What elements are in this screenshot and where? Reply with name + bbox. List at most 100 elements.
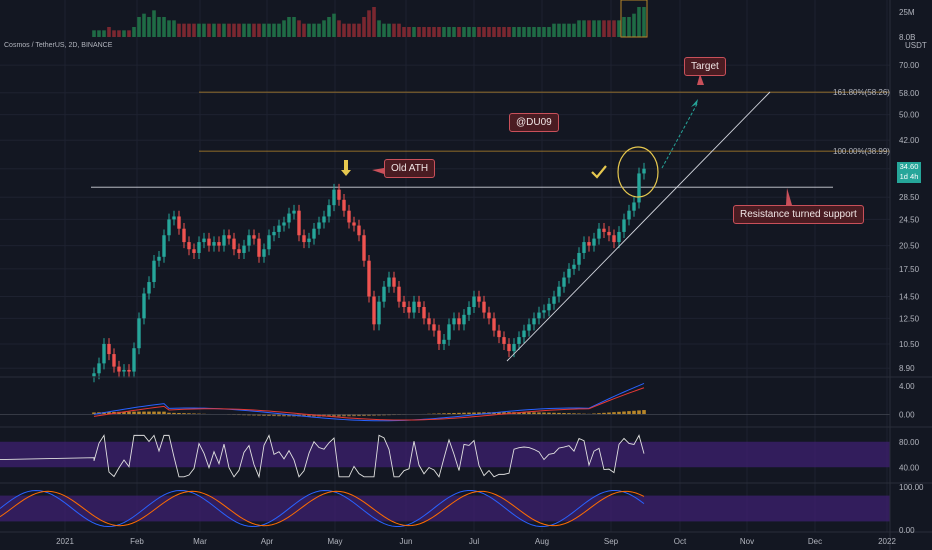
candle-body [332, 189, 336, 206]
candle-body [192, 249, 196, 253]
macd-histogram-bar [602, 412, 606, 415]
time-axis-label: Jul [469, 537, 479, 546]
candle-body [282, 222, 286, 226]
volume-bar [262, 23, 266, 37]
volume-bar [457, 27, 461, 37]
target-label[interactable]: Target [684, 57, 726, 76]
volume-bar [567, 23, 571, 37]
macd-histogram-bar [282, 414, 286, 417]
grid-lines [0, 0, 890, 532]
macd-histogram-bar [162, 411, 166, 415]
volume-bar [362, 17, 366, 37]
macd-histogram-bar [262, 414, 266, 416]
macd-histogram-bar [167, 412, 171, 415]
volume-bar [502, 27, 506, 37]
price-axis-label: 50.00 [899, 111, 920, 120]
target-pointer [697, 74, 704, 85]
volume-bar [92, 30, 96, 37]
candle-body [497, 330, 501, 338]
macd-histogram-bar [592, 413, 596, 415]
volume-axis-label: 25M [899, 8, 915, 17]
macd-histogram-bar [432, 413, 436, 415]
candle-body [137, 318, 141, 349]
candle-body [572, 264, 576, 269]
volume-bar [172, 20, 176, 37]
candle-body [227, 235, 231, 239]
volume-bar [242, 23, 246, 37]
candle-body [527, 324, 531, 331]
volume-bar [617, 20, 621, 37]
candle-body [102, 343, 106, 364]
volume-bar [202, 23, 206, 37]
macd-histogram-bar [127, 411, 131, 415]
macd-histogram-bar [287, 414, 291, 417]
candle-body [387, 277, 391, 287]
candle-body [637, 173, 641, 203]
candlestick-series[interactable] [92, 162, 646, 383]
candle-body [252, 235, 256, 239]
macd-histogram-bar [267, 414, 271, 416]
time-axis-label: Mar [193, 537, 207, 546]
candle-body [357, 225, 361, 236]
candle-body [432, 324, 436, 331]
volume-bar [282, 20, 286, 37]
candle-body [507, 343, 511, 352]
volume-bar [402, 27, 406, 37]
volume-bar [352, 23, 356, 37]
volume-bar [627, 17, 631, 37]
volume-bar [602, 20, 606, 37]
candle-body [412, 301, 416, 313]
candle-body [237, 249, 241, 253]
volume-bar [412, 27, 416, 37]
time-axis-label: 2022 [878, 537, 896, 546]
support-label[interactable]: Resistance turned support [733, 205, 864, 224]
candle-body [602, 228, 606, 232]
macd-histogram-bar [537, 412, 541, 415]
macd-histogram-bar [347, 414, 351, 417]
candle-body [367, 260, 371, 297]
candle-body [472, 296, 476, 308]
volume-bar [162, 17, 166, 37]
volume-bar [332, 13, 336, 37]
price-axis-label: 70.00 [899, 61, 920, 70]
price-axis-label: 28.50 [899, 193, 920, 202]
macd-histogram-bar [307, 414, 311, 417]
macd-histogram-bar [177, 413, 181, 415]
macd-pane [0, 376, 932, 422]
volume-bar [227, 23, 231, 37]
macd-histogram-bar [277, 414, 281, 417]
candle-body [577, 252, 581, 265]
candle-body [352, 222, 356, 226]
macd-histogram-bar [382, 414, 386, 416]
macd-histogram-bar [552, 412, 556, 415]
volume-bar [452, 27, 456, 37]
candle-body [607, 231, 611, 236]
candle-body [147, 282, 151, 294]
volume-bar [247, 23, 251, 37]
time-axis-label: Feb [130, 537, 144, 546]
macd-histogram-bar [377, 414, 381, 416]
volume-bar [327, 17, 331, 37]
volume-bar [477, 27, 481, 37]
candle-body [347, 210, 351, 223]
candle-body [342, 199, 346, 211]
old-ath-label[interactable]: Old ATH [384, 159, 436, 178]
candle-body [182, 228, 186, 243]
candle-body [302, 235, 306, 243]
volume-bar [107, 27, 111, 37]
macd-histogram-bar [502, 412, 506, 415]
macd-histogram-bar [582, 413, 586, 415]
volume-bar [592, 20, 596, 37]
rsi-line [0, 434, 645, 479]
macd-histogram-bar [607, 412, 611, 415]
fib-161-label: 161.80%(58.26) [833, 88, 890, 97]
volume-bar [367, 10, 371, 38]
macd-histogram-bar [577, 413, 581, 415]
macd-histogram-bar [452, 412, 456, 415]
rsi-axis-label: 80.00 [899, 438, 920, 447]
drawing-layer[interactable] [341, 74, 792, 362]
candle-body [217, 242, 221, 246]
volume-bar [357, 23, 361, 37]
